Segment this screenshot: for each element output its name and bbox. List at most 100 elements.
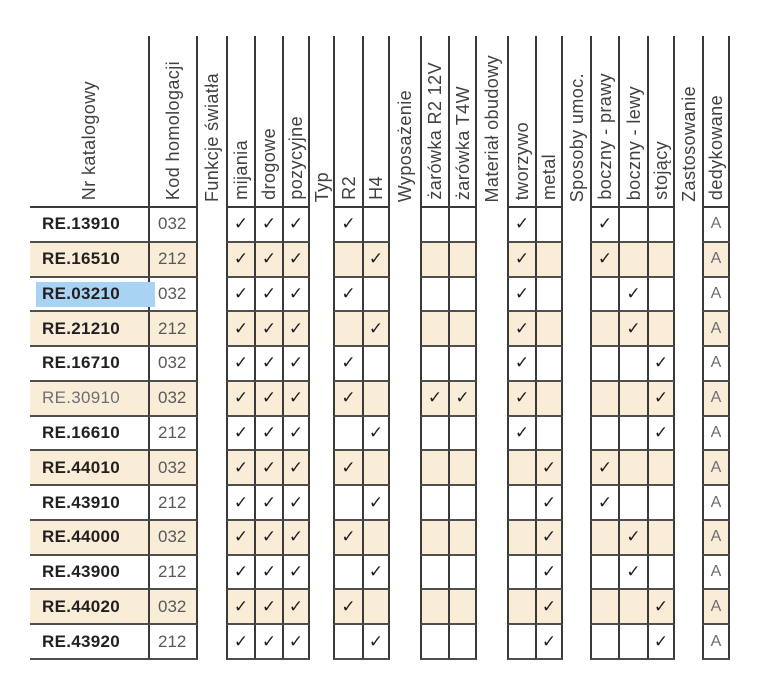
column-header-label: H4: [366, 176, 386, 200]
cell-zarowka_t4w: ✓: [448, 381, 477, 417]
cell-zarowka_r2: [420, 208, 448, 243]
catalog-number[interactable]: RE.43920: [42, 631, 121, 651]
check-mark: ✓: [233, 214, 249, 234]
check-mark: ✓: [261, 562, 277, 582]
cell-boczny_prawy: ✓: [590, 451, 618, 487]
cell-drogowe: ✓: [254, 486, 282, 521]
catalog-number[interactable]: RE.16510: [42, 249, 121, 269]
cell-pozycyjne: ✓: [282, 242, 310, 278]
column-header-h4: H4: [362, 36, 390, 208]
cell-r2: ✓: [333, 520, 362, 556]
check-mark: ✓: [261, 492, 277, 512]
homologation-code: 032: [158, 596, 187, 616]
cell-boczny_lewy: ✓: [618, 555, 647, 591]
check-mark: ✓: [368, 562, 384, 582]
check-mark: ✓: [368, 422, 384, 442]
table-row-catalog-cell: RE.16710: [30, 347, 148, 382]
cell-pozycyjne: ✓: [282, 312, 310, 348]
application-value: A: [710, 354, 722, 372]
column-header-mijania: mijania: [226, 36, 254, 208]
cell-r2: [333, 486, 362, 521]
check-mark: ✓: [368, 492, 384, 512]
column-header-label: Kod homologacji: [163, 60, 183, 200]
catalog-number[interactable]: RE.16610: [42, 422, 121, 442]
column-header-label: pozycyjne: [286, 116, 306, 200]
table-row-catalog-cell: RE.43920: [30, 625, 148, 660]
cell-boczny_prawy: [590, 520, 618, 556]
column-group-header-zastosowanie: Zastosowanie: [675, 36, 702, 208]
check-mark: ✓: [233, 527, 249, 547]
cell-boczny_prawy: [590, 625, 618, 660]
cell-zarowka_r2: [420, 590, 448, 626]
catalog-number[interactable]: RE.13910: [42, 214, 121, 234]
table-row-catalog-cell: RE.43910: [30, 486, 148, 521]
catalog-number[interactable]: RE.43910: [42, 492, 121, 512]
catalog-number[interactable]: RE.43900: [42, 562, 121, 582]
column-header-boczny_lewy: boczny - lewy: [618, 36, 647, 208]
check-mark: ✓: [233, 562, 249, 582]
homologation-code-cell: 032: [148, 208, 198, 243]
homologation-code-cell: 032: [148, 451, 198, 487]
cell-zarowka_t4w: [448, 590, 477, 626]
column-header-r2: R2: [333, 36, 362, 208]
column-header-dedykowane: dedykowane: [702, 36, 730, 208]
cell-mijania: ✓: [226, 486, 254, 521]
cell-boczny_lewy: [618, 416, 647, 452]
table-row-catalog-cell: RE.03210: [30, 277, 155, 313]
cell-metal: [535, 208, 563, 243]
check-mark: ✓: [653, 353, 669, 373]
column-header-label: żarówka R2 12V: [425, 62, 445, 200]
cell-dedykowane: A: [702, 277, 730, 313]
catalog-number[interactable]: RE.03210: [42, 283, 121, 303]
cell-tworzywo: ✓: [507, 208, 535, 243]
cell-boczny_lewy: [618, 381, 647, 417]
homologation-code: 032: [158, 214, 187, 234]
check-mark: ✓: [261, 353, 277, 373]
cell-h4: ✓: [362, 625, 390, 660]
cell-r2: ✓: [333, 277, 362, 313]
check-mark: ✓: [261, 596, 277, 616]
cell-mijania: ✓: [226, 416, 254, 452]
cell-metal: ✓: [535, 590, 563, 626]
cell-pozycyjne: ✓: [282, 555, 310, 591]
cell-dedykowane: A: [702, 451, 730, 487]
check-mark: ✓: [288, 353, 304, 373]
check-mark: ✓: [514, 422, 530, 442]
check-mark: ✓: [261, 422, 277, 442]
table-row-catalog-cell: RE.16510: [30, 242, 148, 278]
check-mark: ✓: [288, 527, 304, 547]
cell-h4: ✓: [362, 555, 390, 591]
catalog-number[interactable]: RE.30910: [42, 388, 121, 408]
cell-h4: [362, 347, 390, 382]
cell-mijania: ✓: [226, 208, 254, 243]
catalog-number[interactable]: RE.44020: [42, 596, 121, 616]
cell-zarowka_t4w: [448, 451, 477, 487]
catalog-number[interactable]: RE.21210: [42, 318, 121, 338]
cell-tworzywo: ✓: [507, 277, 535, 313]
check-mark: ✓: [233, 422, 249, 442]
catalog-number[interactable]: RE.44000: [42, 527, 121, 547]
column-header-label: tworzywo: [512, 121, 532, 200]
catalog-number[interactable]: RE.16710: [42, 353, 121, 373]
cell-mijania: ✓: [226, 555, 254, 591]
cell-mijania: ✓: [226, 242, 254, 278]
cell-metal: [535, 242, 563, 278]
cell-drogowe: ✓: [254, 381, 282, 417]
check-mark: ✓: [597, 214, 613, 234]
cell-stojacy: ✓: [647, 347, 675, 382]
homologation-code: 032: [158, 353, 187, 373]
cell-dedykowane: A: [702, 555, 730, 591]
check-mark: ✓: [261, 214, 277, 234]
column-header-drogowe: drogowe: [254, 36, 282, 208]
homologation-code-cell: 032: [148, 277, 198, 313]
homologation-code-cell: 032: [148, 520, 198, 556]
cell-boczny_lewy: ✓: [618, 277, 647, 313]
cell-h4: [362, 277, 390, 313]
check-mark: ✓: [288, 283, 304, 303]
column-header-label: mijania: [231, 140, 251, 200]
catalog-number[interactable]: RE.44010: [42, 457, 121, 477]
check-mark: ✓: [653, 388, 669, 408]
cell-zarowka_t4w: [448, 520, 477, 556]
check-mark: ✓: [626, 562, 641, 582]
product-spec-table: Nr katalogowy Kod homologacji mijania drogo…: [30, 36, 730, 660]
